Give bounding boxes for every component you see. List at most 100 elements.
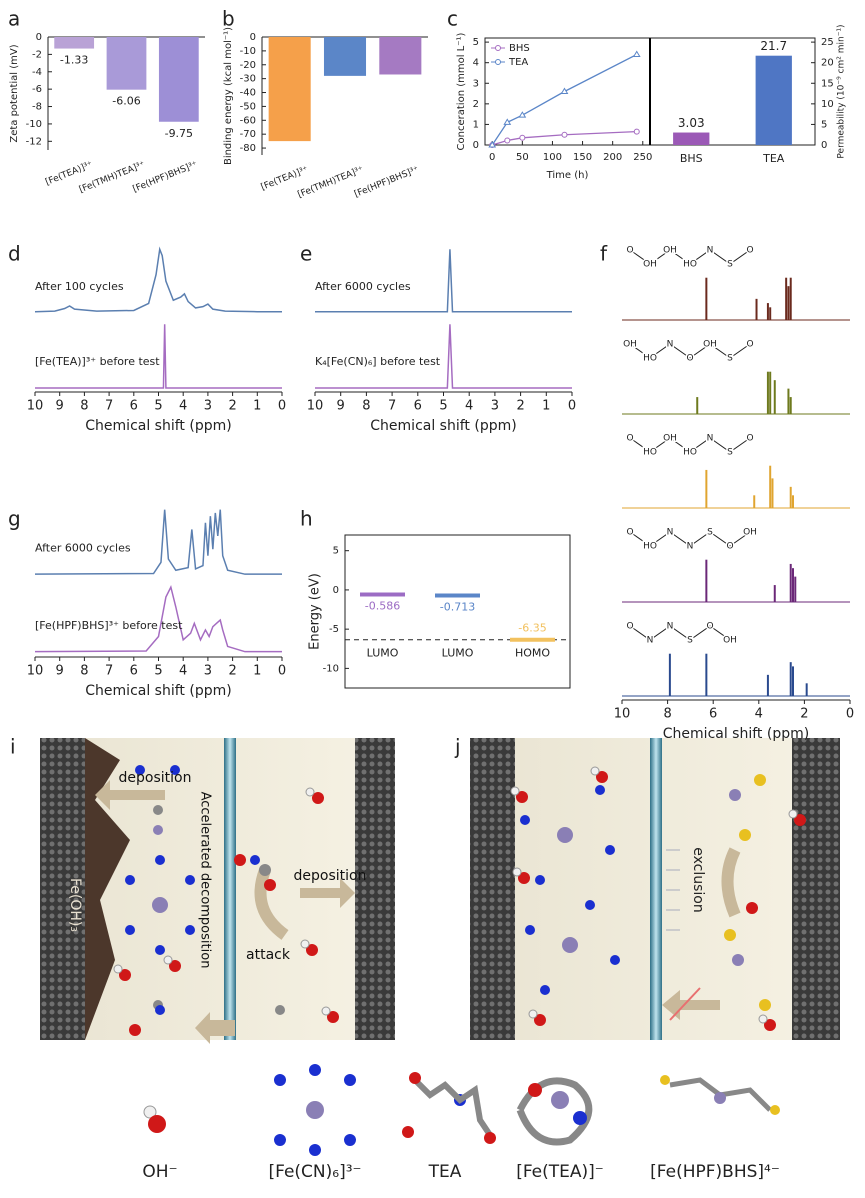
- structure-bond: [629, 625, 731, 641]
- trace-label: [Fe(TEA)]³⁺ before test: [35, 355, 160, 368]
- x-tick-label: 0: [568, 399, 576, 414]
- structure-atom: S: [727, 354, 733, 364]
- legend-label: [Fe(TEA)]⁻: [516, 1162, 604, 1182]
- structure-atom: HO: [643, 542, 657, 552]
- plot-frame: [344, 534, 571, 689]
- y-tick-label: 0: [473, 140, 479, 151]
- data-label: -0.586: [365, 600, 400, 613]
- structure-atom: N: [667, 340, 674, 350]
- spectrum-trace: [34, 246, 282, 313]
- point: [518, 111, 527, 118]
- structure-atom: N: [707, 434, 714, 444]
- legend-label: [Fe(CN)₆]³⁻: [268, 1162, 361, 1182]
- y2-axis-label: Permeability (10⁻⁹ cm² min⁻¹): [837, 24, 847, 158]
- structure-atom: O: [626, 622, 633, 632]
- structure-bond: [629, 531, 751, 547]
- panel-label: j: [454, 735, 461, 759]
- y-tick-label: -80: [240, 143, 256, 154]
- structure-atom: O: [626, 246, 633, 256]
- structure-atom: S: [707, 528, 713, 538]
- y-tick-label: 0: [821, 140, 827, 151]
- data-label: -6.06: [112, 95, 140, 108]
- y-tick-label: 20: [821, 58, 834, 69]
- panel-label: a: [8, 7, 20, 31]
- structure-atom: OH: [723, 636, 737, 646]
- legend-marker: [495, 45, 501, 51]
- point: [519, 134, 526, 141]
- x-tick-label: 4: [465, 399, 473, 414]
- y-tick-label: -60: [240, 115, 256, 126]
- x-tick-label: 150: [573, 152, 592, 163]
- x-axis-label: Chemical shift (ppm): [663, 726, 809, 742]
- x-axis-label: Time (h): [546, 170, 589, 181]
- point: [488, 141, 497, 148]
- x-axis-label: Chemical shift (ppm): [370, 418, 516, 434]
- y-tick-label: 15: [821, 78, 834, 89]
- bar: [158, 37, 199, 122]
- x-tick-label: 7: [105, 399, 113, 414]
- y-tick-label: -40: [240, 88, 256, 99]
- trace-label: After 100 cycles: [35, 280, 124, 293]
- x-axis-label: Chemical shift (ppm): [85, 418, 231, 434]
- structure-bond: [629, 249, 751, 265]
- y-tick-label: 5: [333, 546, 339, 557]
- bar: [106, 37, 147, 90]
- x-tick-label: 0: [278, 399, 286, 414]
- y-tick-label: -30: [240, 74, 256, 85]
- point: [504, 137, 511, 144]
- data-label: -0.713: [440, 601, 475, 614]
- structure-atom: S: [727, 260, 733, 270]
- structure-atom: OH: [663, 246, 677, 256]
- x-tick-label: 2: [800, 707, 808, 722]
- x-tick-label: 250: [633, 152, 652, 163]
- trace-label: After 6000 cycles: [315, 280, 411, 293]
- y-tick-label: 1: [473, 119, 479, 130]
- bar: [268, 37, 311, 142]
- x-tick-label: 8: [80, 664, 88, 679]
- x-tick-label: 100: [543, 152, 562, 163]
- y-tick-label: -10: [323, 663, 339, 674]
- legend-label: TEA: [428, 1162, 462, 1182]
- x-tick-label: 4: [179, 664, 187, 679]
- x-tick-label: 1: [253, 664, 261, 679]
- structure-atom: O: [746, 246, 753, 256]
- y-tick-label: -8: [32, 102, 42, 113]
- structure-atom: N: [647, 636, 654, 646]
- panel-label: h: [300, 507, 313, 531]
- x-tick-label: 0: [278, 664, 286, 679]
- spectrum-trace: [315, 249, 572, 313]
- y-tick-label: -50: [240, 101, 256, 112]
- y-tick-label: -6: [32, 84, 42, 95]
- data-label: -6.35: [518, 622, 546, 635]
- x-tick-label: 200: [603, 152, 622, 163]
- structure-atom: HO: [683, 448, 697, 458]
- x-tick-label: 50: [516, 152, 529, 163]
- panel-label: d: [8, 242, 21, 266]
- y-tick-label: -4: [32, 67, 42, 78]
- annotation: Accelerated decomposition: [198, 792, 213, 969]
- y-tick-label: -10: [26, 119, 42, 130]
- structure-atom: HO: [643, 354, 657, 364]
- x-tick-label: 9: [337, 399, 345, 414]
- x-tick-label: 7: [105, 664, 113, 679]
- line-series: [491, 53, 638, 146]
- x-tick-label: 9: [56, 664, 64, 679]
- spectrum-trace: [35, 324, 282, 389]
- x-tick-label: 6: [130, 664, 138, 679]
- point: [503, 118, 512, 125]
- annotation: deposition: [294, 868, 367, 884]
- y-axis-label: Conceration (mmol L⁻¹): [456, 32, 467, 150]
- y-tick-label: 5: [473, 37, 479, 48]
- x-tick-label: 0: [846, 707, 854, 722]
- x-tick-label: TEA: [762, 152, 785, 165]
- legend-marker: [495, 59, 501, 65]
- bar: [673, 132, 710, 145]
- x-tick-label: 1: [253, 399, 261, 414]
- panel-label: g: [8, 507, 21, 531]
- trace-label: After 6000 cycles: [35, 541, 131, 554]
- structure-atom: S: [727, 448, 733, 458]
- y-tick-label: -2: [32, 49, 42, 60]
- structure-atom: OH: [743, 528, 757, 538]
- x-tick-label: 3: [491, 399, 499, 414]
